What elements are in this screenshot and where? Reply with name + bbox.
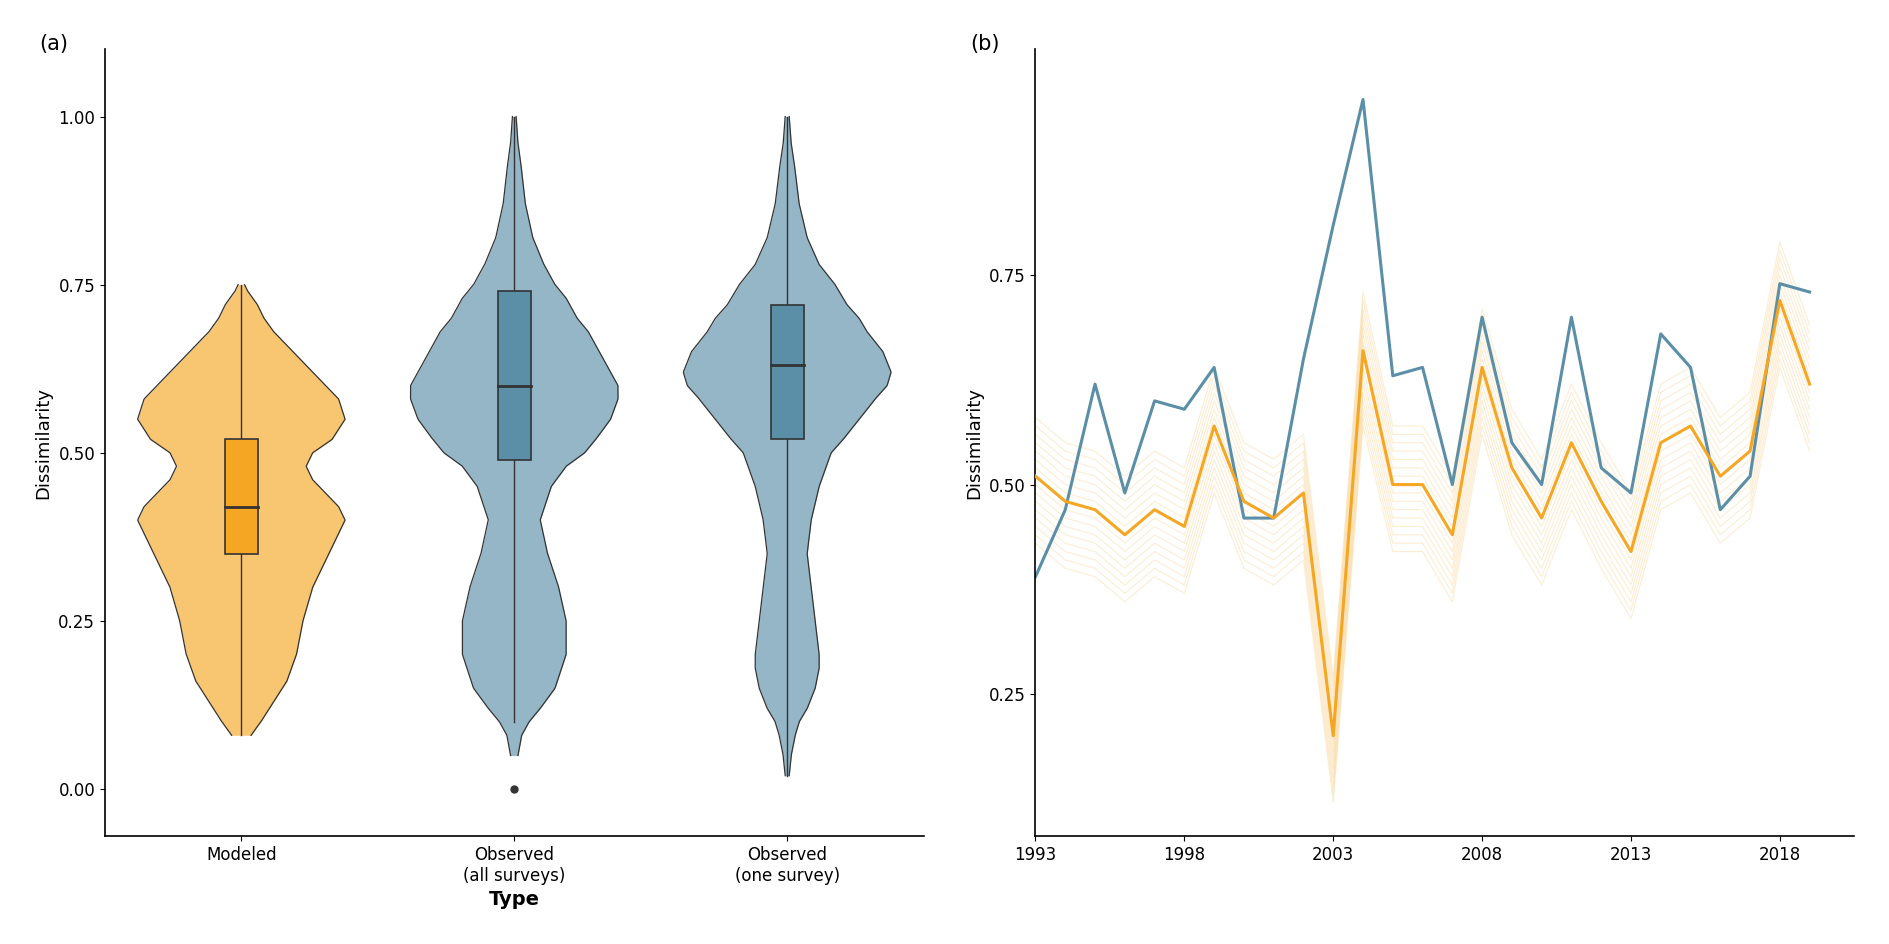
X-axis label: Type: Type: [489, 890, 540, 909]
Bar: [225, 439, 257, 554]
Text: (b): (b): [969, 34, 999, 54]
Bar: [499, 292, 531, 460]
Text: (a): (a): [40, 34, 68, 54]
Bar: [771, 305, 803, 439]
Y-axis label: Dissimilarity: Dissimilarity: [34, 387, 53, 498]
Y-axis label: Dissimilarity: Dissimilarity: [965, 387, 984, 498]
